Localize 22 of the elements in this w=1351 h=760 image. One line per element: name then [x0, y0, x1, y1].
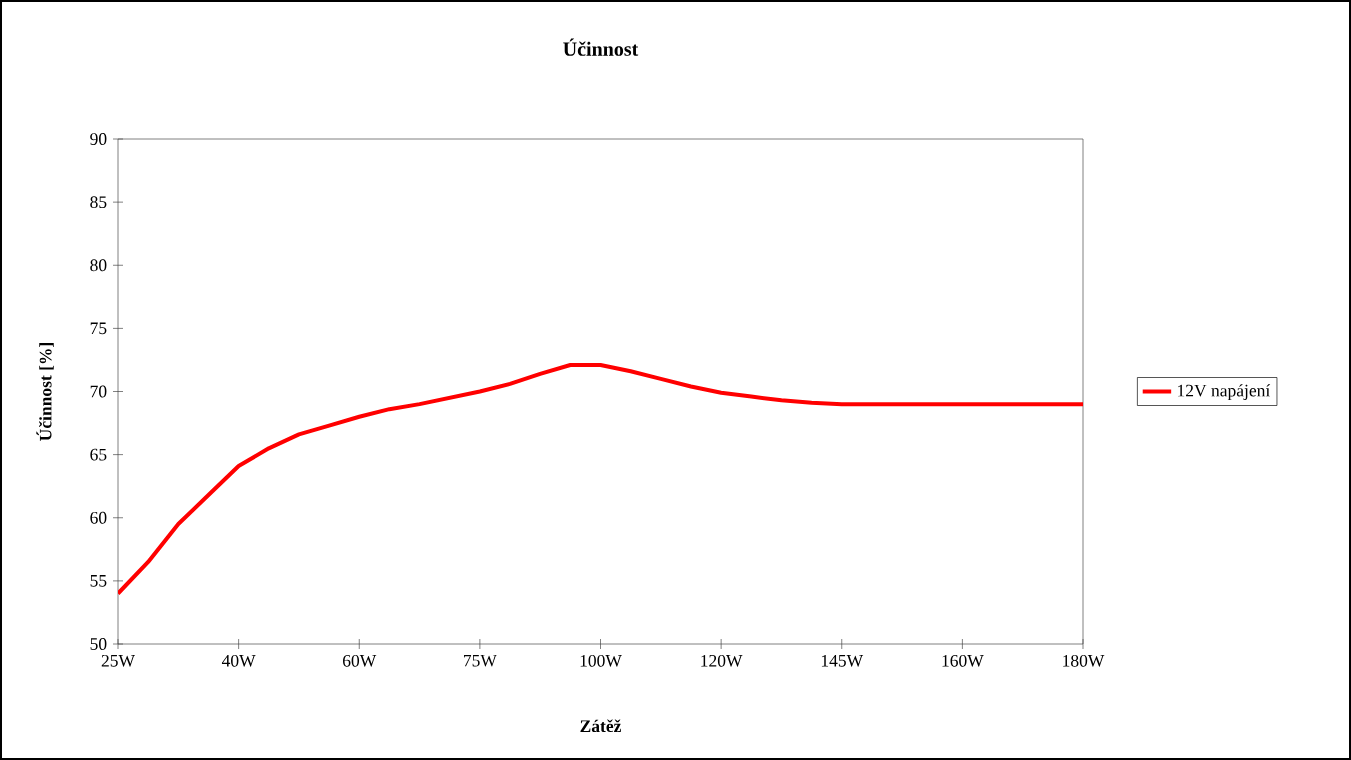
y-tick-label: 80: [90, 259, 107, 272]
x-tick-label: 160W: [942, 654, 984, 667]
x-tick-label: 180W: [1063, 654, 1105, 667]
x-tick-label: 60W: [343, 654, 377, 667]
y-tick-label: 75: [90, 322, 107, 335]
x-tick-label: 40W: [221, 654, 256, 667]
y-tick-label: 85: [90, 196, 107, 209]
legend-label: 12V napájení: [1178, 384, 1271, 401]
y-tick-label: 55: [90, 575, 107, 587]
y-tick-label: 50: [90, 638, 107, 650]
x-tick-label: 75W: [464, 654, 497, 667]
chart-title: Účinnost: [563, 38, 639, 56]
x-axis-title: Zátěž: [580, 719, 622, 733]
x-tick-label: 100W: [580, 654, 622, 667]
y-tick-label: 65: [90, 448, 107, 461]
x-tick-label: 120W: [701, 654, 743, 667]
y-tick-label: 60: [90, 511, 107, 524]
x-tick-label: 25W: [101, 654, 135, 667]
y-tick-label: 70: [90, 385, 107, 398]
y-tick-label: 90: [90, 133, 107, 145]
y-axis-title: Účinnost [%]: [36, 342, 54, 441]
x-tick-label: 145W: [821, 654, 864, 667]
